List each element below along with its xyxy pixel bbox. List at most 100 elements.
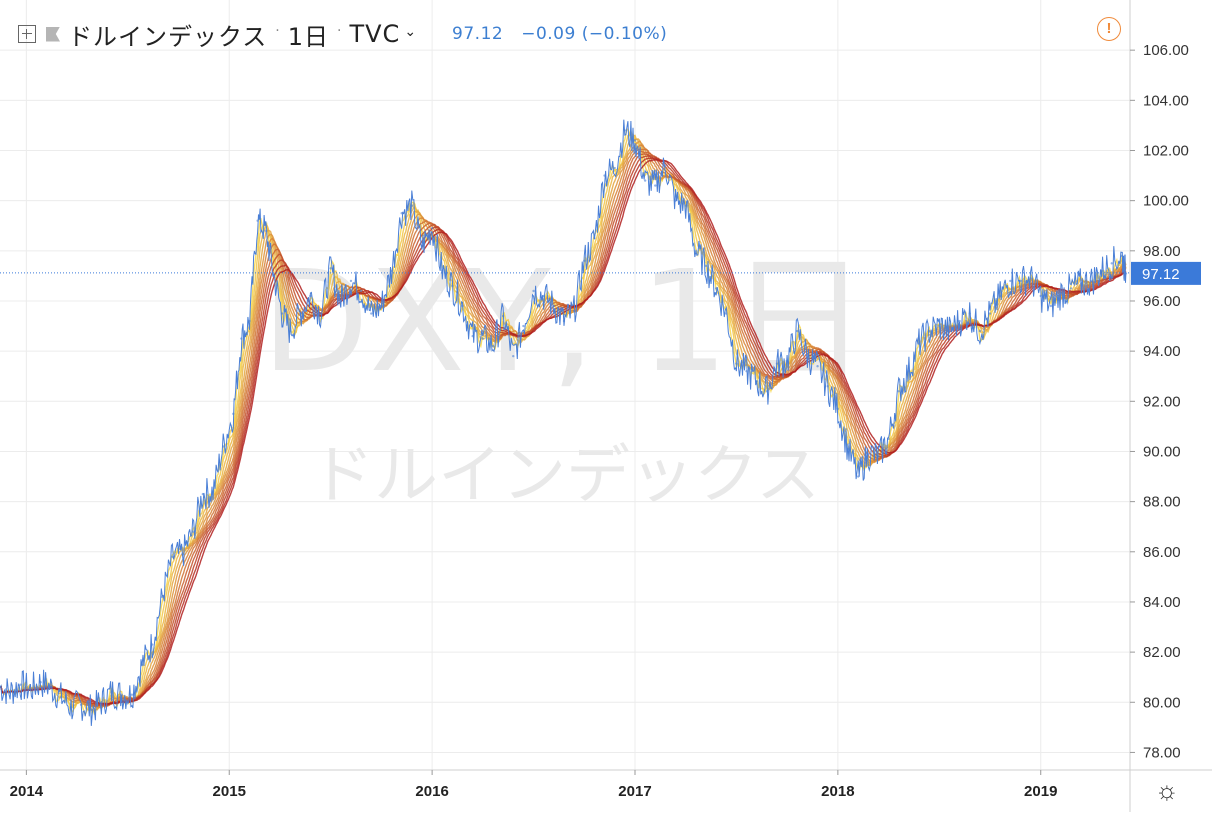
data-point <box>785 359 789 363</box>
data-point <box>917 342 921 345</box>
data-point <box>856 475 860 478</box>
data-point <box>643 179 647 182</box>
data-point <box>501 314 505 318</box>
data-point <box>319 312 322 315</box>
symbol-name[interactable]: ドルインデックス <box>68 22 268 51</box>
data-point <box>552 304 556 308</box>
data-point <box>140 663 144 666</box>
y-tick-label: 82.00 <box>1143 644 1181 661</box>
data-point <box>938 324 941 328</box>
warning-icon[interactable]: ! <box>1097 17 1121 41</box>
data-point <box>181 553 184 556</box>
data-point <box>877 455 880 458</box>
data-point <box>623 129 627 132</box>
y-tick-label: 98.00 <box>1143 243 1181 260</box>
data-point <box>380 304 383 308</box>
data-point <box>654 184 657 187</box>
ma-ribbon-line <box>0 150 1127 707</box>
data-point <box>633 139 637 142</box>
data-point <box>998 294 1002 298</box>
data-point <box>39 681 42 684</box>
data-point <box>79 703 83 706</box>
add-symbol-icon[interactable] <box>18 25 36 43</box>
data-point <box>725 312 728 315</box>
data-point <box>491 344 495 348</box>
data-point <box>684 204 687 207</box>
data-point <box>8 691 12 694</box>
data-point <box>836 407 840 411</box>
flag-icon[interactable] <box>46 26 60 42</box>
data-point <box>968 312 971 315</box>
data-point <box>256 219 259 222</box>
data-point <box>299 312 302 315</box>
data-point <box>400 211 403 215</box>
data-point <box>69 706 73 709</box>
data-point <box>907 370 911 373</box>
data-point <box>1100 269 1103 273</box>
data-point <box>1080 282 1083 285</box>
data-point <box>232 412 235 416</box>
data-point <box>704 264 708 268</box>
data-point <box>816 364 819 368</box>
data-point <box>100 701 103 704</box>
data-point <box>221 445 225 448</box>
data-point <box>846 447 850 451</box>
data-point <box>29 688 32 691</box>
data-point <box>532 289 535 293</box>
data-point <box>171 555 174 559</box>
data-point <box>309 294 312 298</box>
data-point <box>1049 304 1053 308</box>
ma-ribbon-line <box>0 148 1127 708</box>
data-point <box>603 174 606 177</box>
data-point <box>562 319 566 323</box>
data-point <box>430 227 434 230</box>
y-tick-label: 92.00 <box>1143 393 1181 410</box>
data-point <box>370 312 373 315</box>
last-price-badge-label: 97.12 <box>1142 266 1180 283</box>
data-point <box>288 329 292 333</box>
y-tick-label: 102.00 <box>1143 142 1189 159</box>
ma-ribbon-line <box>0 153 1127 707</box>
data-point <box>887 437 890 441</box>
data-point <box>420 244 424 247</box>
data-point <box>359 289 363 293</box>
y-tick-label: 86.00 <box>1143 544 1181 561</box>
y-tick-label: 80.00 <box>1143 694 1181 711</box>
price-line[interactable] <box>0 119 1127 726</box>
data-point <box>130 693 134 696</box>
exchange-label[interactable]: TVC <box>349 20 401 48</box>
interval-label[interactable]: 1日 <box>287 22 330 51</box>
data-point <box>272 274 276 278</box>
data-point <box>1110 262 1113 265</box>
price-change: −0.09 (−0.10%) <box>521 24 668 44</box>
data-point <box>1090 279 1093 283</box>
last-price: 97.12 <box>452 24 504 44</box>
data-point <box>988 312 992 315</box>
data-point <box>481 337 485 340</box>
chevron-down-icon[interactable]: ⌄ <box>404 24 417 40</box>
data-point <box>1059 292 1063 295</box>
data-point <box>110 691 113 694</box>
x-tick-label: 2017 <box>618 783 651 800</box>
data-point <box>19 683 22 686</box>
x-tick-label: 2018 <box>821 783 854 800</box>
data-point <box>978 329 982 333</box>
data-point <box>150 643 154 646</box>
data-point <box>211 490 215 493</box>
data-point <box>339 299 343 303</box>
data-point <box>201 492 205 496</box>
data-point <box>264 229 267 232</box>
data-point <box>735 362 738 365</box>
data-point <box>512 354 515 358</box>
x-tick-label: 2019 <box>1024 783 1057 800</box>
data-point <box>745 370 748 373</box>
data-point <box>248 319 251 323</box>
settings-icon[interactable]: ☼ <box>1155 775 1179 805</box>
x-tick-label: 2014 <box>10 783 44 800</box>
x-tick-label: 2016 <box>415 783 448 800</box>
data-point <box>1009 279 1012 283</box>
data-point <box>867 452 870 456</box>
data-point <box>613 166 616 170</box>
